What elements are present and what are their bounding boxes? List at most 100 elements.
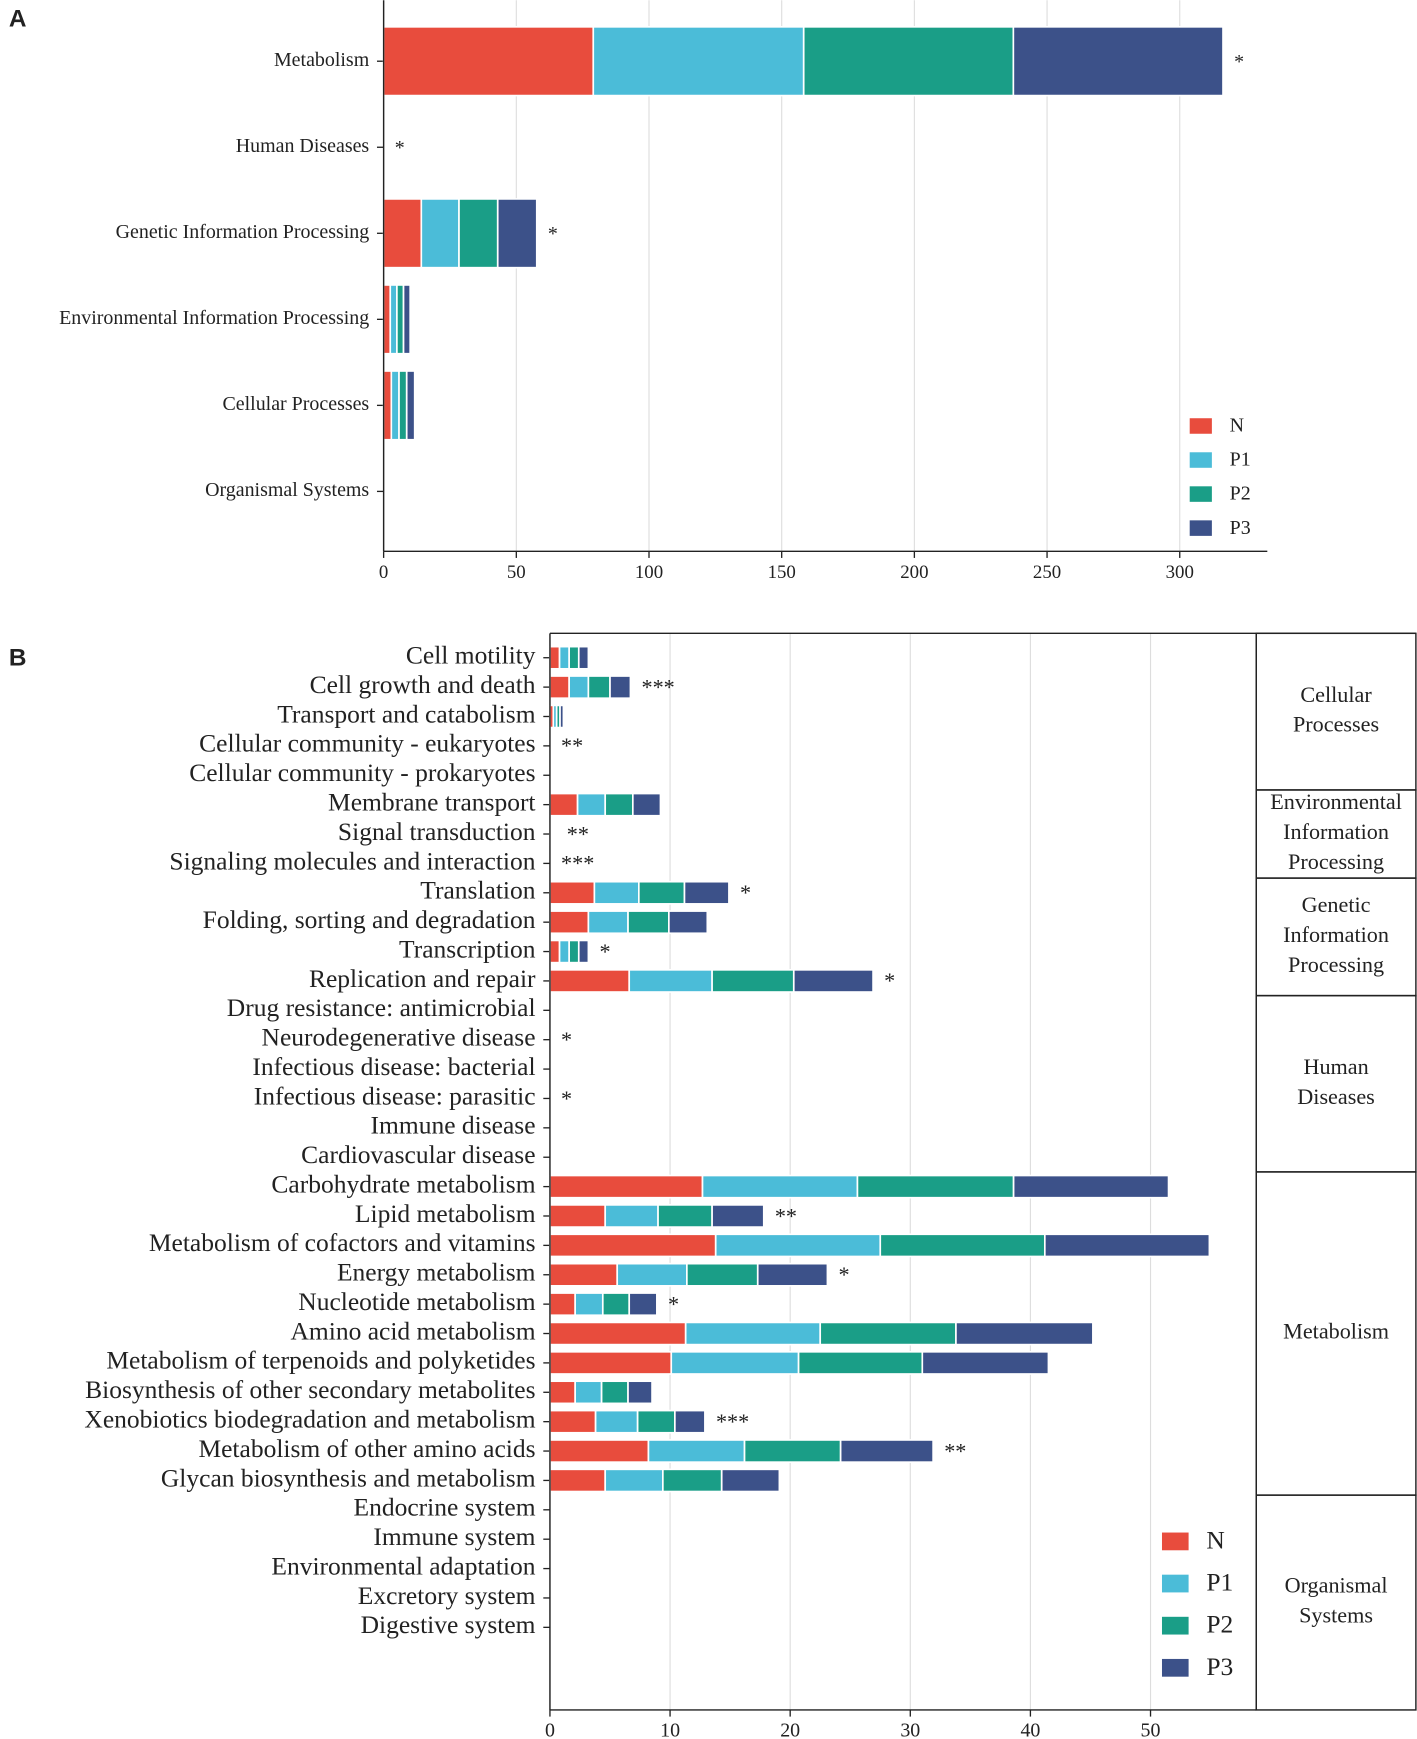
panel-label: A [9, 6, 27, 33]
bar-segment [714, 1233, 882, 1258]
y-tick-label: Infectious disease: bacterial [252, 1052, 535, 1081]
x-tick-label: 50 [507, 562, 526, 583]
x-tick-label: 250 [1033, 562, 1061, 583]
legend-swatch [1189, 486, 1212, 502]
y-tick-label: Drug resistance: antimicrobial [227, 993, 536, 1022]
legend-swatch [1189, 452, 1212, 468]
x-tick-label: 50 [1141, 1720, 1161, 1739]
bar-segment [405, 370, 416, 441]
bar-segment [549, 880, 596, 905]
bar-segment [576, 792, 607, 817]
group-label: Diseases [1297, 1084, 1375, 1109]
y-tick-label: Transcription [399, 934, 536, 963]
legend-label: P2 [1206, 1610, 1233, 1639]
y-tick-label: Infectious disease: parasitic [254, 1081, 536, 1110]
y-tick-label: Cellular community - eukaryotes [199, 729, 535, 758]
bar-segment [683, 880, 730, 905]
significance-label: *** [561, 851, 594, 876]
legend-label: P1 [1230, 449, 1251, 471]
bar-segment [593, 880, 640, 905]
significance-label: *** [642, 674, 675, 699]
bar-segment [601, 1292, 631, 1317]
bar-segment [627, 910, 670, 935]
legend-label: P3 [1206, 1652, 1233, 1681]
y-tick-label: Carbohydrate metabolism [271, 1169, 535, 1198]
bar-segment [382, 284, 392, 355]
bar-segment [600, 1380, 629, 1405]
bar-segment [604, 1204, 659, 1228]
group-label: Environmental [1270, 789, 1402, 814]
y-tick-label: Cellular Processes [222, 393, 369, 415]
y-tick-label: Human Diseases [236, 135, 370, 157]
significance-label: * [561, 1086, 572, 1111]
bar-segment [398, 370, 408, 441]
bar-segment [674, 1409, 706, 1434]
legend-label: P1 [1206, 1568, 1233, 1597]
bar-segment [587, 675, 611, 700]
x-tick-label: 0 [545, 1720, 555, 1739]
bar-segment [559, 704, 565, 729]
panel-label: B [9, 644, 27, 671]
y-tick-label: Glycan biosynthesis and metabolism [161, 1463, 536, 1492]
significance-label: * [884, 968, 895, 993]
bar-segment [627, 1380, 653, 1405]
significance-label: * [839, 1262, 850, 1287]
bar-segment [458, 198, 499, 269]
bar-segment [657, 1204, 713, 1228]
bar-segment [558, 939, 570, 964]
bar-segment [592, 26, 805, 97]
x-tick-label: 0 [379, 562, 388, 583]
bar-segment [711, 1204, 765, 1228]
y-tick-label: Cell motility [406, 641, 536, 670]
significance-label: ** [944, 1438, 966, 1463]
legend-label: N [1230, 415, 1244, 437]
group-box [1255, 1494, 1417, 1711]
bar-segment [549, 1409, 597, 1434]
bar-segment [792, 969, 874, 993]
bar-segment [587, 910, 629, 935]
bar-segment [574, 1380, 603, 1405]
y-tick-label: Signaling molecules and interaction [169, 846, 535, 875]
y-tick-label: Metabolism of cofactors and vitamins [149, 1228, 536, 1257]
group-label: Processes [1293, 712, 1379, 737]
y-tick-label: Endocrine system [354, 1493, 536, 1522]
legend-swatch [1161, 1658, 1189, 1677]
bar-segment [711, 969, 795, 993]
x-tick-label: 150 [768, 562, 796, 583]
bar-segment [549, 1174, 704, 1199]
bar-segment [568, 675, 590, 700]
bar-segment [549, 1350, 673, 1375]
bar-segment [389, 284, 398, 355]
bar-segment [638, 880, 686, 905]
y-tick-label: Amino acid metabolism [290, 1316, 535, 1345]
bar-segment [549, 1439, 650, 1463]
bar-segment [549, 1321, 687, 1346]
bar-segment [1043, 1233, 1211, 1258]
bar-segment [616, 1262, 688, 1287]
bar-segment [420, 198, 460, 269]
y-tick-label: Environmental adaptation [271, 1551, 535, 1580]
bar-segment [549, 792, 579, 817]
y-tick-label: Genetic Information Processing [116, 221, 370, 243]
group-label: Human [1303, 1054, 1368, 1079]
y-tick-label: Immune disease [371, 1111, 536, 1140]
bar-segment [549, 1380, 577, 1405]
group-label: Processing [1288, 952, 1384, 977]
bar-segment [604, 792, 634, 817]
bar-segment [568, 645, 580, 670]
y-tick-label: Metabolism of terpenoids and polyketides [106, 1346, 535, 1375]
y-tick-label: Environmental Information Processing [59, 307, 369, 329]
y-tick-label: Transport and catabolism [277, 699, 535, 728]
bar-segment [670, 1350, 800, 1375]
bar-segment [1012, 1174, 1170, 1199]
y-tick-label: Xenobiotics biodegradation and metabolis… [84, 1405, 535, 1434]
legend-swatch [1161, 1574, 1189, 1593]
significance-label: * [1234, 51, 1244, 73]
bar-segment [701, 1174, 859, 1199]
bar-segment [879, 1233, 1046, 1258]
bar-segment [743, 1439, 842, 1463]
legend-label: N [1206, 1525, 1224, 1554]
group-label: Information [1283, 922, 1389, 947]
